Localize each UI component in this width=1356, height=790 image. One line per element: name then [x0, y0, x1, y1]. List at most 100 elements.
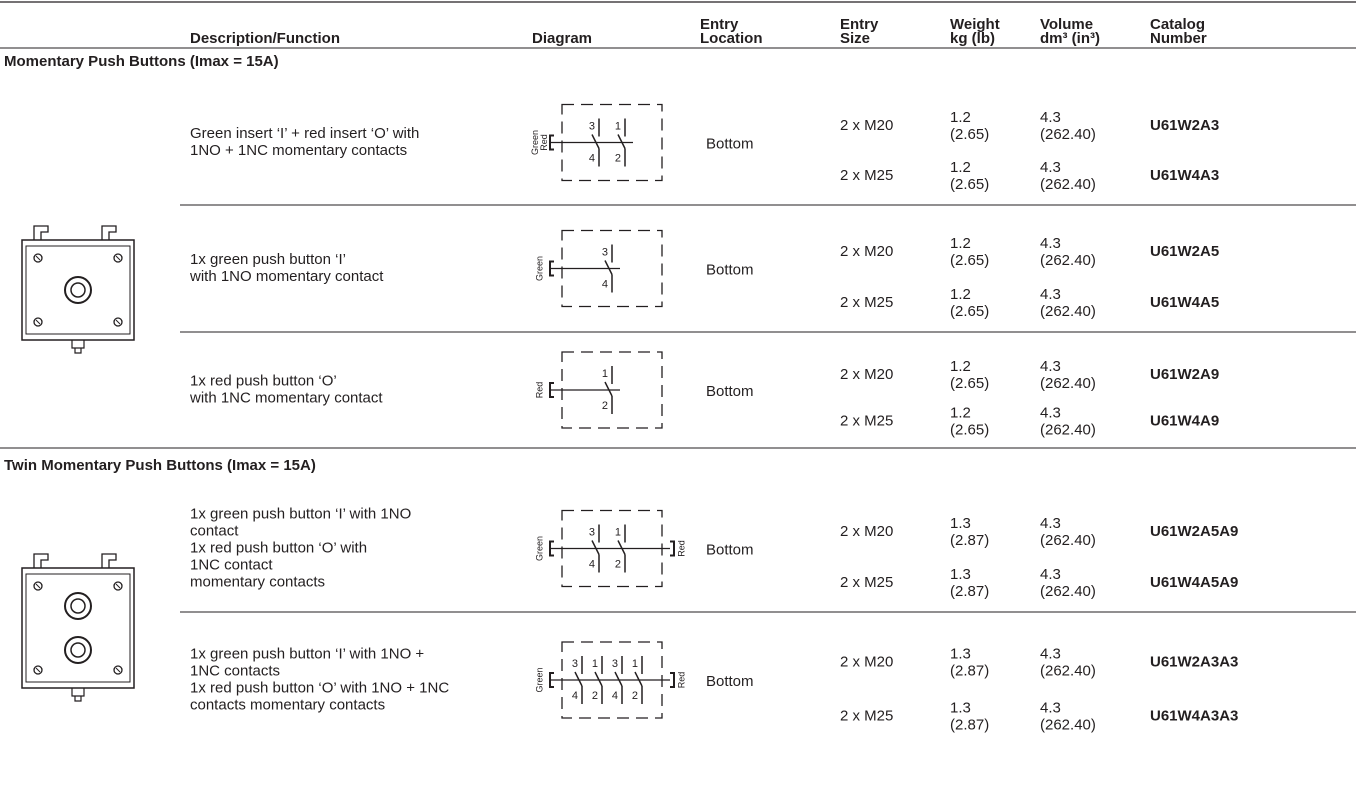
weight: 1.2 — [950, 109, 971, 126]
description: 1NC contact — [190, 556, 273, 573]
entry-size: 2 x M25 — [840, 167, 893, 184]
entry-size: 2 x M25 — [840, 574, 893, 591]
description: 1x red push button ‘O’ — [190, 372, 337, 389]
volume: 4.3 — [1040, 515, 1061, 532]
catalog-number: U61W2A3 — [1150, 117, 1219, 134]
column-header: Volume — [1040, 16, 1093, 33]
volume: 4.3 — [1040, 404, 1061, 421]
wiring-diagram: Green 3 4 1 2 3 4 1 2 Red — [534, 641, 686, 719]
screw-slot — [35, 255, 41, 261]
volume: 4.3 — [1040, 286, 1061, 303]
contact-blade — [591, 540, 600, 555]
contact-number: 3 — [572, 658, 578, 670]
contact-blade — [604, 260, 613, 275]
contact-number: 1 — [615, 526, 621, 538]
push-button-face — [70, 598, 86, 614]
description: contact — [190, 522, 239, 539]
volume: 4.3 — [1040, 358, 1061, 375]
weight: (2.87) — [950, 717, 989, 734]
weight: (2.87) — [950, 662, 989, 679]
column-header: Number — [1150, 30, 1207, 47]
weight: (2.65) — [950, 126, 989, 143]
weight: 1.2 — [950, 404, 971, 421]
enclosure-image — [21, 225, 135, 354]
column-header: Entry — [700, 16, 739, 33]
diagram-label: Red — [539, 134, 549, 151]
push-button-face — [70, 282, 86, 298]
weight: (2.65) — [950, 176, 989, 193]
diagram-label: Red — [534, 382, 544, 399]
volume: 4.3 — [1040, 645, 1061, 662]
weight: 1.3 — [950, 566, 971, 583]
enclosure-lid — [25, 573, 131, 683]
column-header: Catalog — [1150, 16, 1205, 33]
screw-slot — [35, 667, 41, 673]
screw — [113, 665, 123, 675]
catalog-number: U61W2A5A9 — [1150, 523, 1238, 540]
contact-number: 4 — [612, 690, 618, 702]
volume: (262.40) — [1040, 717, 1096, 734]
weight: 1.2 — [950, 286, 971, 303]
column-header: dm³ (in³) — [1040, 30, 1100, 47]
entry-size: 2 x M20 — [840, 243, 893, 260]
diagram-label: Green — [534, 536, 544, 561]
cable-entry — [71, 688, 85, 702]
diagram-label: Red — [676, 540, 686, 557]
enclosure-body — [21, 239, 135, 341]
mounting-ear — [101, 553, 117, 568]
column-header: Location — [700, 30, 763, 47]
screw-slot — [35, 319, 41, 325]
catalog-number: U61W4A3 — [1150, 167, 1219, 184]
screw — [113, 253, 123, 263]
volume: 4.3 — [1040, 700, 1061, 717]
contact-number: 3 — [589, 120, 595, 132]
entry-size: 2 x M20 — [840, 523, 893, 540]
description: contacts momentary contacts — [190, 696, 385, 713]
description: 1x red push button ‘O’ with 1NO + 1NC — [190, 679, 449, 696]
entry-location: Bottom — [706, 673, 754, 690]
column-header: kg (lb) — [950, 30, 995, 47]
diagram-label: Green — [534, 256, 544, 281]
entry-size: 2 x M25 — [840, 412, 893, 429]
contact-number: 1 — [632, 658, 638, 670]
weight: 1.2 — [950, 159, 971, 176]
button-bracket — [670, 672, 675, 688]
wiring-diagram: Green Red 3 4 1 2 — [530, 103, 663, 182]
cable-entry — [71, 340, 85, 354]
contact-blade — [604, 381, 613, 397]
description: 1x red push button ‘O’ with — [190, 539, 367, 556]
weight: (2.87) — [950, 583, 989, 600]
weight: (2.65) — [950, 375, 989, 392]
mounting-ear — [101, 225, 117, 240]
screw — [33, 581, 43, 591]
contact-blade — [591, 134, 600, 149]
catalog-number: U61W4A3A3 — [1150, 708, 1238, 725]
contact-number: 4 — [589, 558, 595, 570]
volume: (262.40) — [1040, 303, 1096, 320]
section-title: Momentary Push Buttons (Imax = 15A) — [4, 53, 279, 70]
contact-number: 2 — [592, 690, 598, 702]
volume: 4.3 — [1040, 566, 1061, 583]
description: with 1NO momentary contact — [189, 268, 384, 285]
column-header: Weight — [950, 16, 1000, 33]
wiring-diagram: Green 3 4 1 2 Red — [534, 509, 686, 588]
volume: (262.40) — [1040, 252, 1096, 269]
screw-slot — [35, 583, 41, 589]
diagram-label: Red — [676, 672, 686, 689]
screw — [113, 317, 123, 327]
volume: (262.40) — [1040, 532, 1096, 549]
contact-blade — [574, 671, 583, 687]
contact-number: 3 — [612, 658, 618, 670]
screw — [33, 317, 43, 327]
volume: (262.40) — [1040, 375, 1096, 392]
catalog-number: U61W4A9 — [1150, 412, 1219, 429]
description: momentary contacts — [190, 573, 325, 590]
contact-number: 3 — [589, 526, 595, 538]
catalog-number: U61W4A5A9 — [1150, 574, 1238, 591]
push-button-face — [70, 642, 86, 658]
description: 1NC contacts — [190, 662, 280, 679]
column-header: Size — [840, 30, 870, 47]
contact-number: 2 — [602, 400, 608, 412]
